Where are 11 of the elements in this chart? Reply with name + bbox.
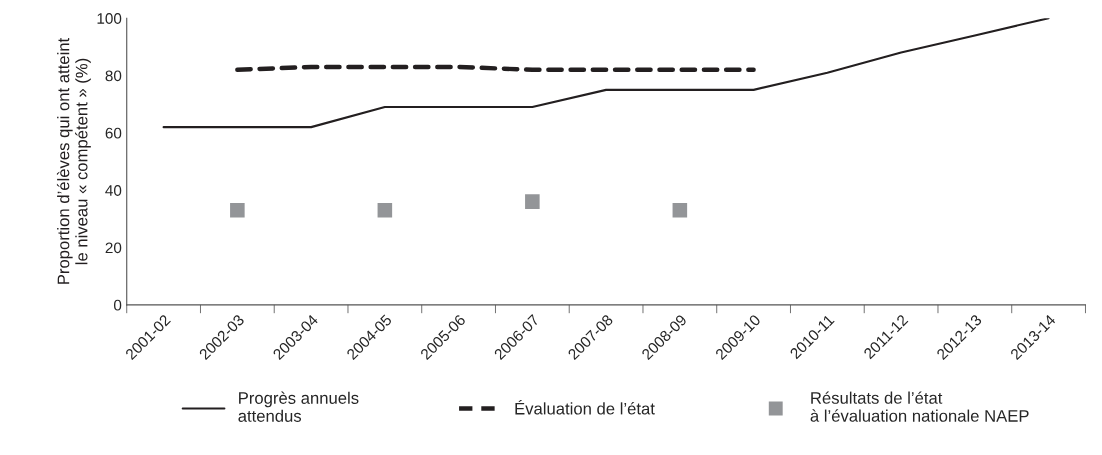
y-tick-label: 80: [105, 70, 122, 82]
legend-label: Résultats de l’état à l’évaluation nationale NAEP: [810, 391, 1029, 422]
legend-label: Évaluation de l’état: [515, 399, 655, 415]
y-axis-title: Proportion d’élèves qui ont atteint le niveau « compétent » (%): [56, 37, 91, 284]
y-tick-label: 40: [105, 185, 122, 196]
line-series: [162, 18, 1050, 129]
y-tick-label: 0: [113, 299, 122, 311]
y-tick-label: 20: [105, 242, 122, 254]
y-tick-label: 60: [105, 127, 122, 139]
y-tick-label: 100: [97, 13, 122, 24]
legend-label: Progrès annuels attendus: [238, 391, 359, 422]
